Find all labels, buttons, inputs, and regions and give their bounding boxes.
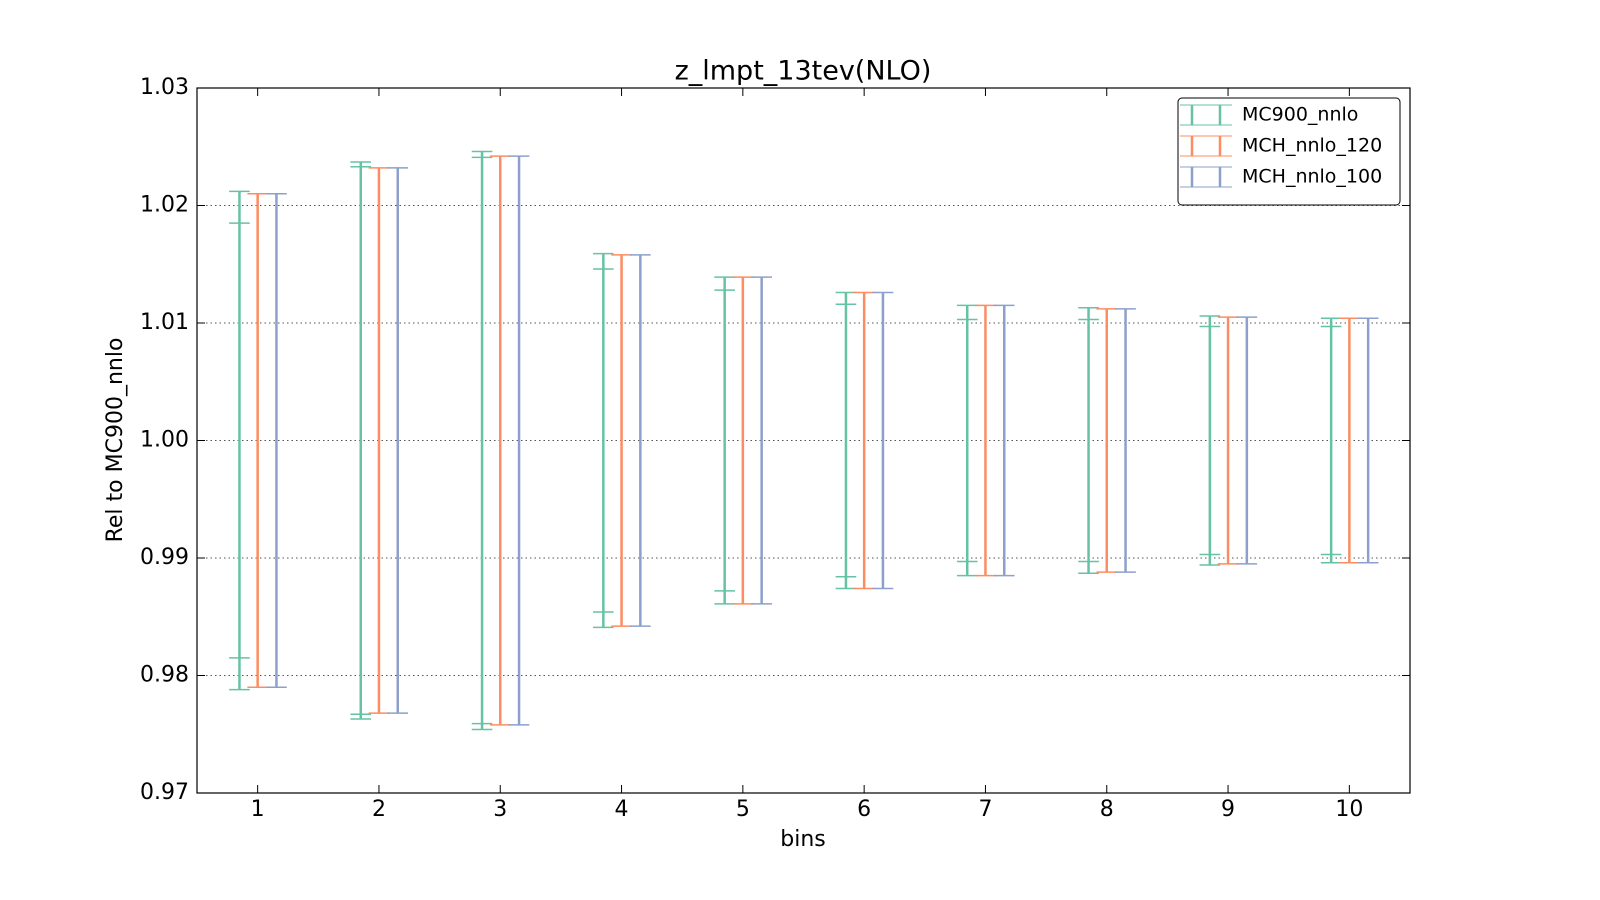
x-tick-label: 1 <box>251 797 265 822</box>
x-tick-label: 10 <box>1335 797 1363 822</box>
x-tick-label: 3 <box>493 797 507 822</box>
y-axis-label: Rel to MC900_nnlo <box>103 338 128 543</box>
x-tick-label: 4 <box>615 797 629 822</box>
chart-title: z_lmpt_13tev(NLO) <box>675 56 932 87</box>
plot-frame <box>196 87 1411 794</box>
legend: MC900_nnlo MCH_nnlo_120 MCH_nnlo_100 <box>1177 97 1401 206</box>
x-axis-label: bins <box>780 827 825 852</box>
x-tick-label: 9 <box>1221 797 1235 822</box>
y-tick-label: 0.99 <box>140 545 189 570</box>
y-tick-label: 1.03 <box>140 75 189 100</box>
y-tick-label: 1.00 <box>140 428 189 453</box>
y-tick-label: 0.97 <box>140 780 189 805</box>
x-tick-label: 6 <box>857 797 871 822</box>
x-tick-label: 7 <box>978 797 992 822</box>
y-tick-label: 0.98 <box>140 663 189 688</box>
legend-frame <box>1177 97 1401 206</box>
legend-label: MC900_nnlo <box>1242 104 1358 126</box>
legend-label: MCH_nnlo_120 <box>1242 135 1382 157</box>
y-tick-label: 1.01 <box>140 310 189 335</box>
x-tick-label: 2 <box>372 797 386 822</box>
x-tick-label: 5 <box>736 797 750 822</box>
x-tick-label: 8 <box>1100 797 1114 822</box>
y-tick-label: 1.02 <box>140 193 189 218</box>
legend-label: MCH_nnlo_100 <box>1242 166 1382 188</box>
